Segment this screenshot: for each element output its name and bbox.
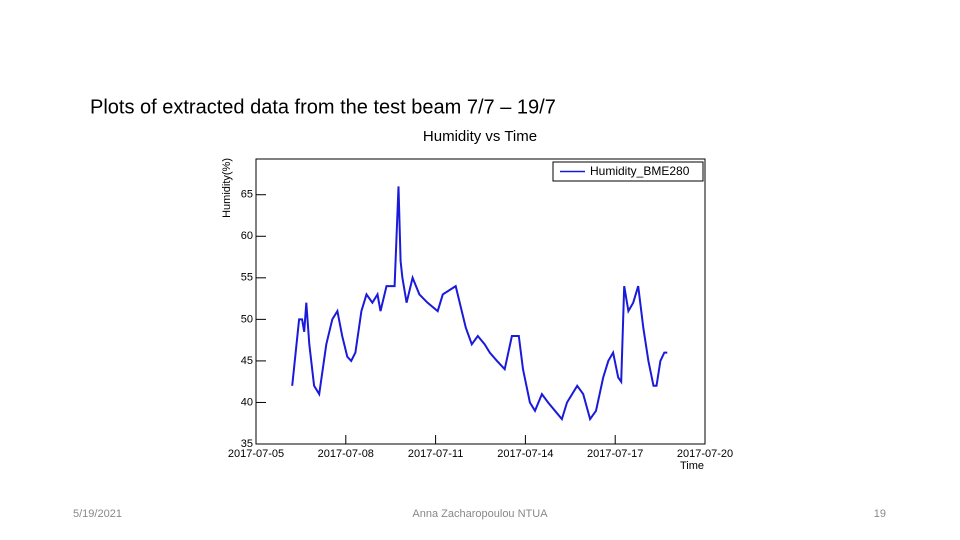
slide-title: Plots of extracted data from the test be… xyxy=(90,96,556,118)
plot-frame xyxy=(255,158,706,445)
legend-label: Humidity_BME280 xyxy=(590,164,690,178)
x-tick-label: 2017-07-08 xyxy=(318,448,374,460)
y-tick-label: 50 xyxy=(241,313,253,325)
y-tick-label: 40 xyxy=(241,396,253,408)
footer-page: 19 xyxy=(874,508,886,520)
y-tick-label: 45 xyxy=(241,355,253,367)
chart-title: Humidity vs Time xyxy=(423,128,537,145)
x-tick-label: 2017-07-14 xyxy=(497,448,553,460)
x-tick-label: 2017-07-05 xyxy=(228,448,284,460)
y-axis-label: Humidity(%) xyxy=(221,158,233,218)
y-tick-label: 65 xyxy=(241,189,253,201)
x-tick-label: 2017-07-11 xyxy=(408,448,463,460)
footer-date: 5/19/2021 xyxy=(73,508,122,520)
y-tick-label: 60 xyxy=(241,230,253,242)
x-tick-label: 2017-07-17 xyxy=(587,448,643,460)
legend-box xyxy=(552,161,704,182)
y-tick-label: 35 xyxy=(241,438,253,450)
x-tick-label: 2017-07-20 xyxy=(677,448,733,460)
y-tick-label: 55 xyxy=(241,272,253,284)
data-line xyxy=(291,186,668,422)
footer-author: Anna Zacharopoulou NTUA xyxy=(412,508,548,520)
x-axis-label: Time xyxy=(680,460,704,472)
